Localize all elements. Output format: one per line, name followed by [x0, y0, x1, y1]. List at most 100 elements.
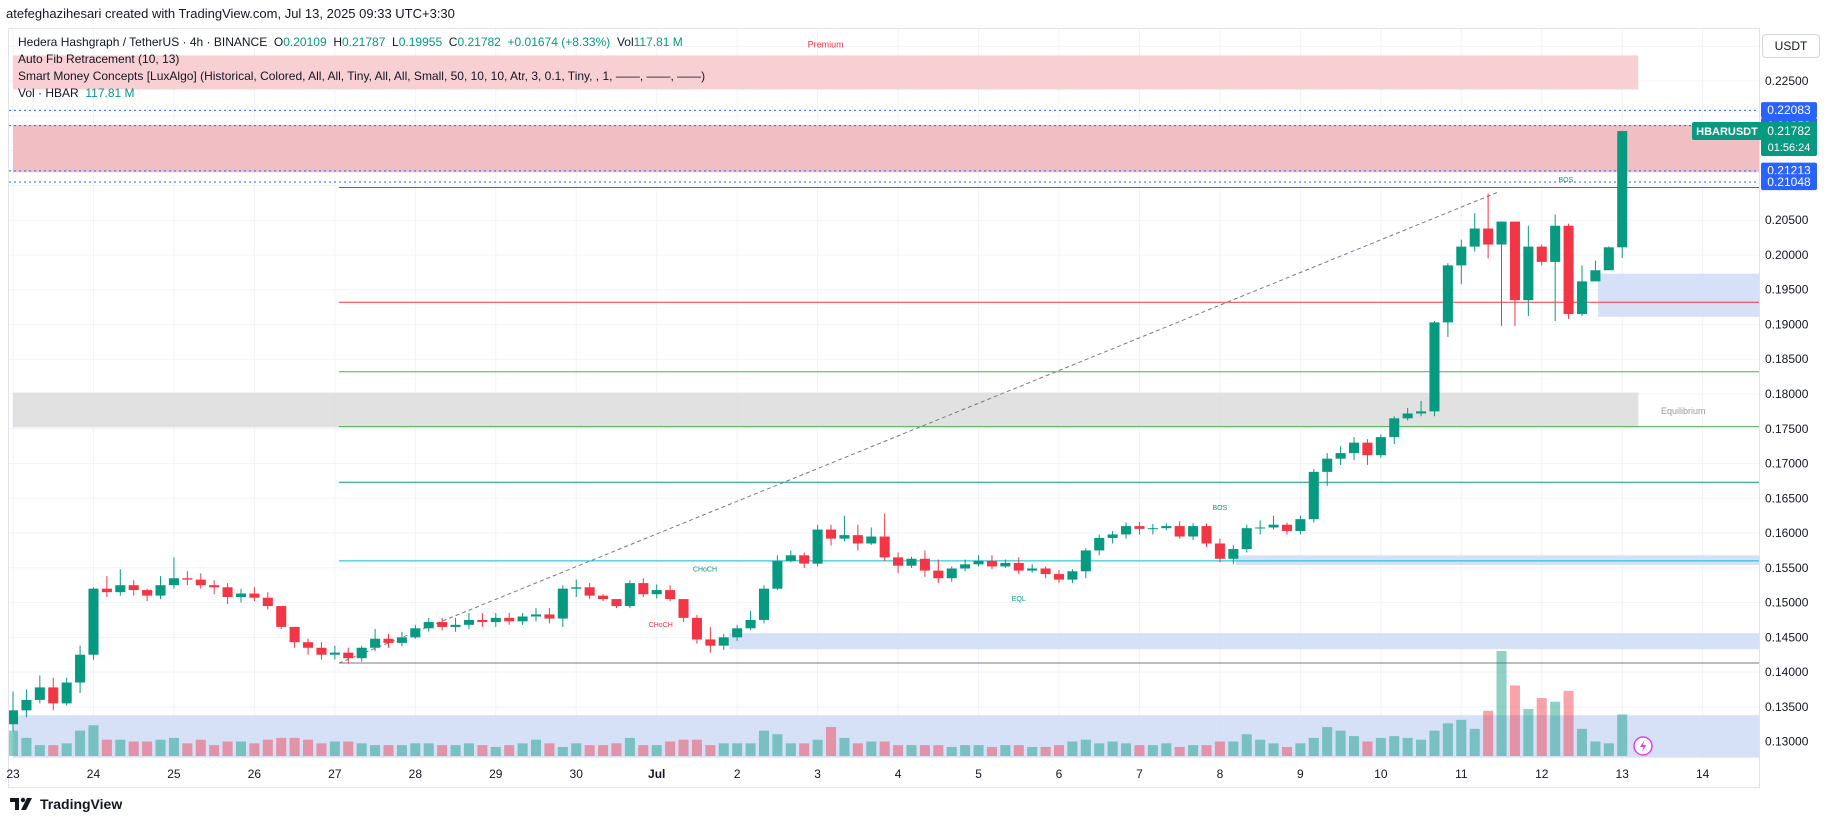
tradingview-logo-icon — [10, 797, 32, 810]
volume-bar — [1617, 714, 1628, 756]
y-tick-label: 0.22500 — [1765, 74, 1809, 88]
volume-bar — [1322, 727, 1333, 756]
candle-body — [772, 560, 783, 589]
candle-body — [1469, 228, 1480, 247]
zone-supply — [13, 124, 1759, 173]
volume-bar — [1335, 730, 1346, 756]
candle-body — [168, 578, 179, 586]
candle-body — [423, 622, 434, 629]
candle-body — [115, 585, 126, 593]
candle-body — [356, 647, 367, 659]
candle-body — [1107, 534, 1118, 538]
candle-body — [678, 599, 689, 618]
volume-bar — [34, 745, 45, 756]
footer-brand-label: TradingView — [40, 796, 123, 812]
volume-bar — [370, 745, 381, 756]
volume-bar — [1536, 698, 1547, 756]
volume-bar — [1255, 739, 1266, 756]
legend-volume-indicator[interactable]: Vol · HBAR 117.81 M — [18, 85, 135, 101]
volume-bar — [1442, 723, 1453, 756]
volume-bar — [879, 741, 890, 756]
price-level-value: 0.22083 — [1767, 103, 1811, 117]
volume-bar — [182, 743, 193, 756]
candle-body — [826, 529, 837, 539]
legend-close-label: C — [448, 35, 458, 49]
candle-body — [48, 687, 59, 704]
y-tick-label: 0.15500 — [1765, 561, 1809, 575]
volume-bar — [611, 743, 622, 756]
candle-body — [812, 529, 823, 564]
volume-bar — [410, 743, 421, 756]
footer-brand[interactable]: TradingView — [10, 796, 122, 812]
candle-body — [893, 557, 904, 566]
candle-body — [34, 687, 45, 700]
x-tick-label: 7 — [1136, 767, 1143, 781]
symbol-tag — [1692, 122, 1762, 141]
volume-bar — [598, 745, 609, 756]
volume-bar — [1161, 743, 1172, 756]
volume-bar — [1550, 701, 1561, 756]
legend-symbol[interactable]: Hedera Hashgraph / TetherUS · 4h · BINAN… — [18, 35, 268, 49]
candle-body — [1523, 246, 1534, 301]
legend-fib-indicator[interactable]: Auto Fib Retracement (10, 13) — [18, 52, 180, 66]
fib-trend-line — [338, 191, 1498, 664]
volume-bar — [1188, 745, 1199, 756]
volume-bar — [946, 746, 957, 756]
candle-body — [705, 639, 716, 646]
volume-bar — [973, 745, 984, 756]
volume-bar — [1174, 746, 1185, 756]
legend-close-value: 0.21782 — [457, 35, 501, 49]
volume-bar — [1523, 708, 1534, 756]
candle-body — [235, 593, 247, 598]
candle-body — [1027, 568, 1038, 571]
currency-button[interactable]: USDT — [1762, 34, 1820, 58]
candle-body — [61, 682, 72, 704]
x-tick-label: 11 — [1455, 767, 1468, 781]
volume-bar — [1214, 741, 1225, 756]
x-tick-label: 14 — [1696, 767, 1710, 781]
volume-bar — [262, 739, 273, 756]
zone-order-block-2 — [1236, 555, 1759, 566]
y-tick-label: 0.14000 — [1765, 665, 1809, 679]
legend-volume-value: 117.81 M — [85, 86, 135, 100]
candle-body — [101, 588, 112, 593]
y-tick-label: 0.20000 — [1765, 248, 1809, 262]
volume-bar — [423, 743, 434, 756]
chart-frame — [8, 28, 1760, 788]
candle-body — [624, 583, 635, 607]
legend-high-label: H — [333, 35, 342, 49]
volume-bar — [101, 739, 112, 756]
volume-bar — [61, 743, 72, 756]
candle-body — [1214, 543, 1225, 559]
candle-body — [1013, 562, 1024, 571]
volume-bar — [75, 730, 86, 756]
volume-bar — [1201, 745, 1212, 756]
volume-bar — [919, 745, 930, 756]
candle-body — [195, 579, 206, 586]
volume-bar — [1000, 745, 1011, 756]
volume-bar — [504, 745, 515, 756]
volume-bar — [584, 745, 595, 756]
legend-low-value: 0.19955 — [398, 35, 443, 49]
candle-body — [530, 614, 542, 617]
candle-body — [718, 637, 729, 646]
volume-bar — [195, 739, 206, 756]
legend-smc-indicator[interactable]: Smart Money Concepts [LuxAlgo] (Historic… — [18, 69, 706, 83]
volume-bar — [772, 734, 783, 756]
candle-body — [919, 558, 930, 571]
volume-bar — [1483, 710, 1494, 756]
volume-bar — [21, 737, 32, 756]
x-tick-label: 24 — [87, 767, 101, 781]
volume-bar — [1241, 734, 1252, 756]
candle-body — [1201, 526, 1212, 544]
volume-bar — [678, 739, 689, 756]
volume-bar — [933, 745, 944, 756]
candle-body — [960, 564, 971, 569]
candle-body — [182, 578, 193, 580]
candle-body — [1322, 458, 1333, 472]
candle-body — [1134, 526, 1145, 529]
candle-body — [209, 585, 220, 588]
legend-volume-label: Vol · HBAR — [18, 86, 79, 100]
alert-icon[interactable] — [1633, 736, 1653, 756]
